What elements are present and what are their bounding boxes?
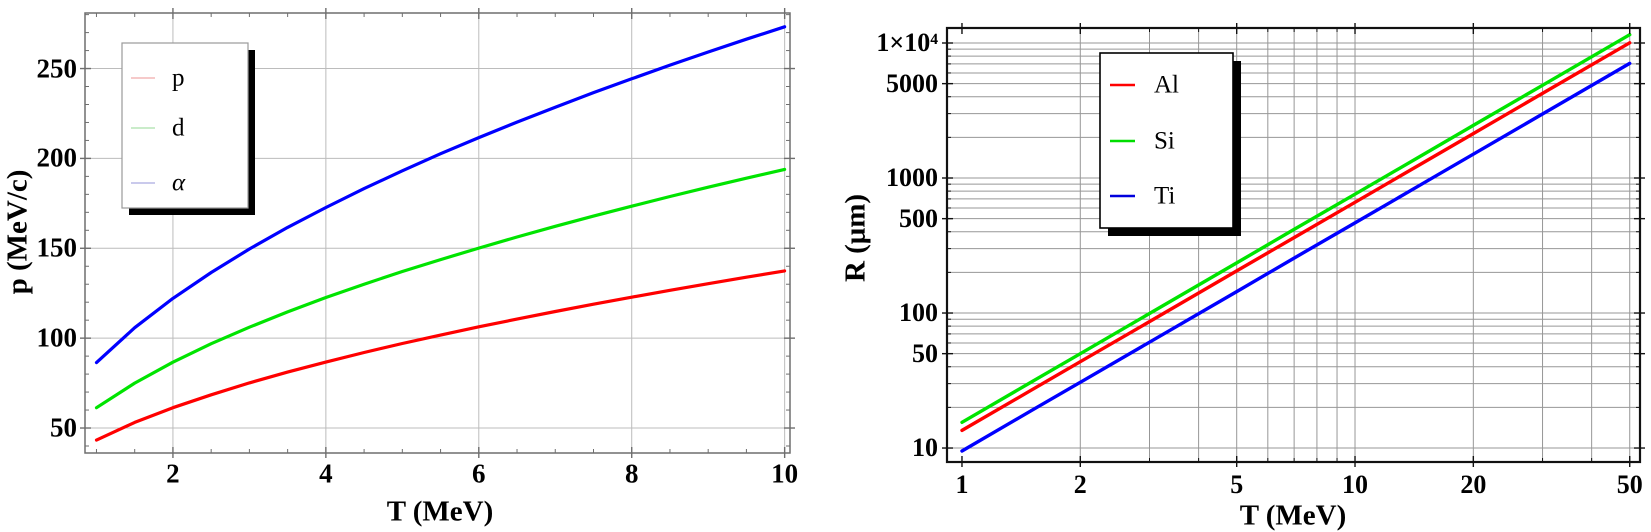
chart-momentum-vs-kinetic-energy [80, 8, 795, 458]
plot-frame [945, 26, 1642, 464]
legend-box [121, 42, 249, 209]
curve-d [94, 167, 787, 410]
curve-Al [960, 41, 1632, 433]
curve-α [94, 25, 787, 365]
curve-p [94, 269, 787, 442]
curve-Si [960, 33, 1632, 424]
curve-Ti [960, 61, 1632, 453]
plot-frame [84, 12, 791, 454]
chart-range-vs-kinetic-energy [942, 23, 1645, 467]
